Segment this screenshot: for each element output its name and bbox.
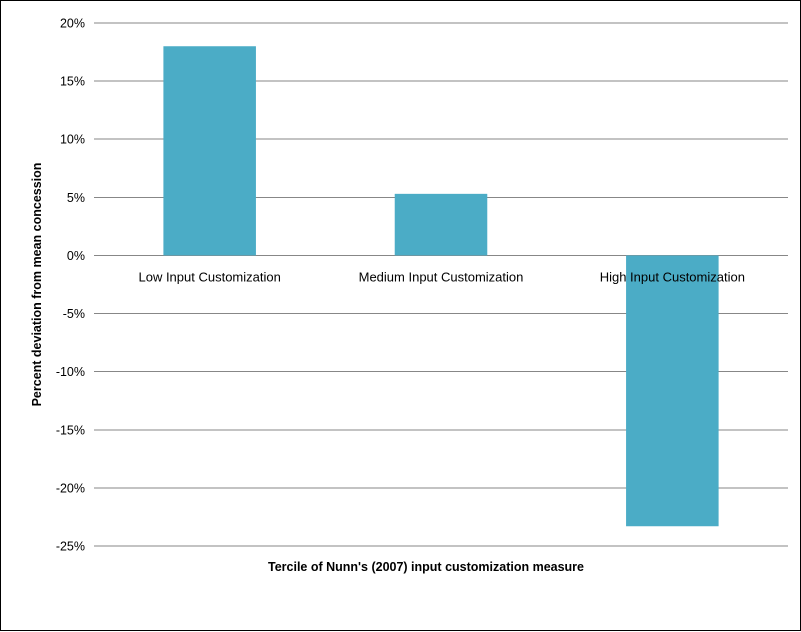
category-label: Low Input Customization [138, 269, 280, 284]
category-label: Medium Input Customization [359, 269, 524, 284]
y-tick-label: -5% [63, 307, 85, 321]
bar [626, 255, 719, 527]
y-axis-title: Percent deviation from mean concession [30, 163, 44, 407]
bar [163, 46, 256, 256]
y-tick-label: -25% [56, 540, 85, 554]
bar [394, 193, 488, 256]
bars [163, 46, 719, 527]
y-tick-label: 15% [60, 75, 85, 89]
category-label: High Input Customization [600, 269, 745, 284]
category-labels: Low Input Customization Medium Input Cust… [138, 269, 744, 284]
y-tick-label: 10% [60, 133, 85, 147]
y-tick-label: -10% [56, 365, 85, 379]
y-tick-label: -15% [56, 423, 85, 437]
y-tick-label: 0% [67, 249, 85, 263]
y-tick-label: -20% [56, 481, 85, 495]
y-tick-labels: 20% 15% 10% 5% 0% -5% -10% -15% -20% -25% [56, 17, 85, 554]
y-tick-label: 20% [60, 17, 85, 31]
y-tick-label: 5% [67, 191, 85, 205]
x-axis-title: Tercile of Nunn's (2007) input customiza… [268, 560, 584, 574]
